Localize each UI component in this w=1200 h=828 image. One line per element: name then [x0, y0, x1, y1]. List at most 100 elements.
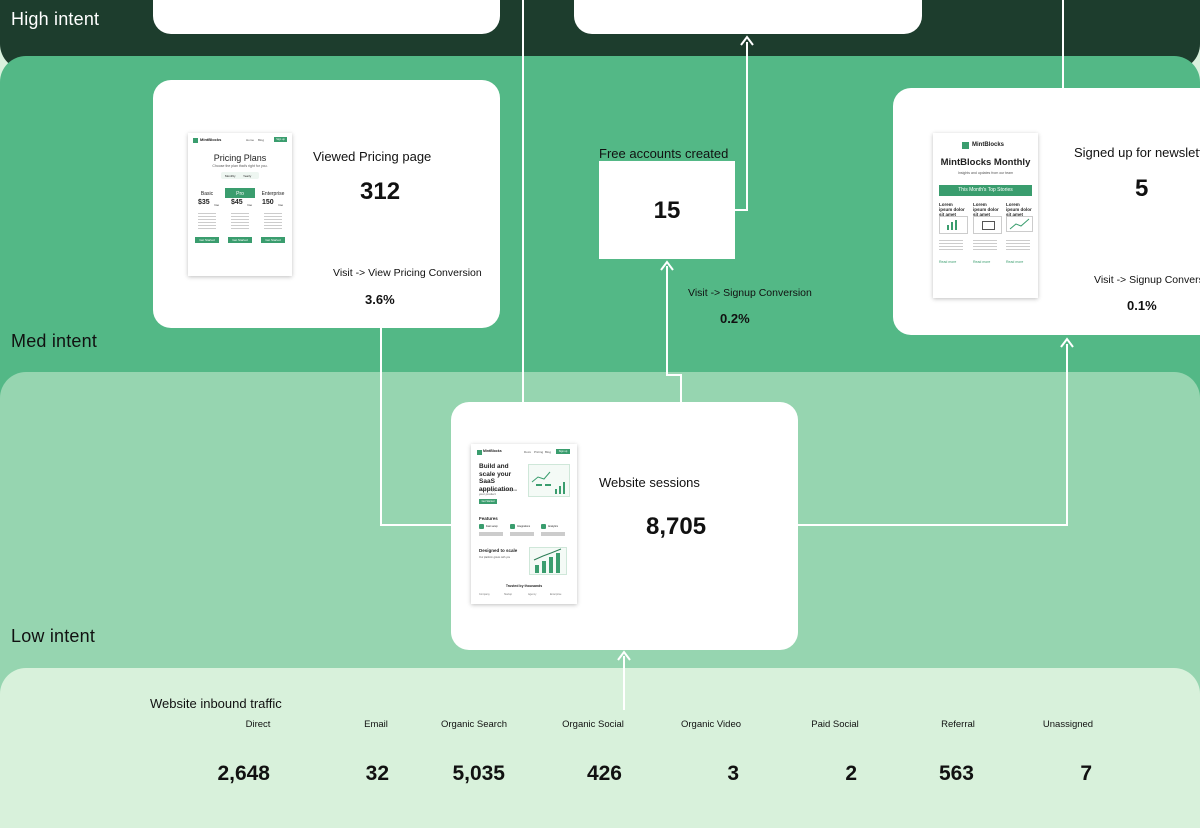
traffic-source-label: Paid Social [811, 719, 859, 730]
signup-card[interactable]: 15 [599, 161, 735, 259]
billing-toggle: Monthly Yearly [221, 172, 259, 179]
high-intent-card[interactable] [153, 0, 500, 34]
plan-price: $35 [198, 199, 210, 206]
connector-line [666, 374, 682, 376]
connector-line [380, 524, 452, 526]
nav-signup-button: Sign up [274, 137, 287, 142]
plan-unit: /mo [247, 203, 253, 207]
growth-chart-icon [529, 547, 567, 575]
toggle-yearly: Yearly [243, 173, 252, 178]
traffic-source-label: Unassigned [1042, 719, 1094, 730]
nav-link: Home [246, 138, 255, 142]
logo-icon [477, 450, 482, 455]
arrow-up-icon [617, 650, 631, 661]
traffic-title: Website inbound traffic [150, 696, 282, 711]
connector-line [1066, 344, 1068, 526]
newsletter-thumbnail: MintBlocks MintBlocks Monthly Insights a… [933, 133, 1038, 298]
conversion-value: 0.1% [1127, 298, 1157, 313]
logo-text: Enterprise [550, 593, 562, 596]
hero-title: Build and scale your SaaS application [479, 463, 514, 493]
pricing-page-thumbnail: MintBlocks Home Blog Sign up Pricing Pla… [188, 133, 292, 276]
traffic-source-label: Email [364, 719, 388, 730]
conversion-label: Visit -> Signup Conversion [688, 287, 812, 299]
traffic-source-value: 2,648 [217, 762, 270, 785]
sessions-card[interactable]: MintBlocks Docs Pricing Blog Sign up Bui… [451, 402, 798, 650]
hero-button: Get Started [479, 499, 497, 504]
arrow-up-icon [1060, 337, 1074, 348]
connector-line [666, 266, 668, 376]
video-icon [973, 216, 1002, 234]
homepage-thumbnail: MintBlocks Docs Pricing Blog Sign up Bui… [471, 444, 577, 604]
connector-line [735, 209, 748, 211]
newsletter-subtitle: Insights and updates from our team [957, 171, 1014, 175]
read-more-link: Read more [939, 260, 957, 264]
story-card: Lorem ipsum dolor sit amet Read more [939, 202, 968, 272]
features-title: Features [479, 516, 498, 521]
nav-signup-button: Sign up [556, 449, 570, 454]
feature-icon [510, 524, 515, 529]
logo-text: Company [479, 593, 490, 596]
newsletter-card[interactable]: MintBlocks MintBlocks Monthly Insights a… [893, 88, 1200, 335]
conversion-value: 0.2% [720, 311, 750, 326]
plan-name: Pro [236, 191, 244, 197]
connector-line [522, 0, 524, 404]
traffic-source-value: 7 [1080, 762, 1092, 785]
newsletter-banner: This Month's Top Stories [939, 185, 1032, 196]
logo-icon [193, 138, 198, 143]
plan-column: Basic $35 /mo Get Started [192, 185, 222, 247]
high-intent-card[interactable] [574, 0, 922, 34]
plan-name: Basic [200, 191, 214, 197]
plan-unit: /mo [278, 203, 284, 207]
newsletter-title: MintBlocks Monthly [940, 157, 1031, 168]
conversion-label: Visit -> Signup Conversion [1094, 274, 1200, 286]
brand-name: MintBlocks [483, 449, 502, 453]
pricing-subtitle: Choose the plan that's right for you. [212, 164, 268, 168]
plan-features [198, 211, 216, 231]
logo-text: Startup [504, 593, 513, 596]
trend-chart-icon [1006, 216, 1033, 232]
plan-features [231, 211, 249, 231]
traffic-source-label: Organic Video [680, 719, 742, 730]
connector-line [797, 524, 1067, 526]
feature-icon [479, 524, 484, 529]
traffic-source-value: 32 [365, 762, 389, 785]
metric-label: Viewed Pricing page [313, 149, 432, 164]
trusted-title: Trusted by thousands [505, 584, 543, 588]
arrow-up-icon [660, 260, 674, 271]
traffic-source-label: Referral [941, 719, 975, 730]
brand-name: MintBlocks [972, 142, 1005, 148]
traffic-source-value: 3 [727, 762, 739, 785]
plan-features [264, 211, 282, 231]
feature-icon [541, 524, 546, 529]
plan-price: 150 [262, 199, 274, 206]
feature-label: Fast setup [486, 525, 498, 528]
bar-chart-icon [939, 216, 968, 234]
nav-link: Pricing [534, 450, 544, 454]
traffic-source-label: Organic Search [440, 719, 507, 730]
pricing-title: Pricing Plans [213, 153, 267, 163]
story-card: Lorem ipsum dolor sit amet Read more [973, 202, 1002, 272]
nav-link: Blog [545, 450, 552, 454]
arrow-up-icon [740, 35, 754, 46]
get-started-button: Get Started [195, 237, 219, 243]
story-title: Lorem ipsum dolor sit amet [1006, 202, 1032, 217]
hero-subtitle: Everything you need to grow your product [479, 488, 518, 496]
conversion-label: Visit -> View Pricing Conversion [333, 267, 482, 279]
read-more-link: Read more [1006, 260, 1024, 264]
connector-line [746, 42, 748, 211]
get-started-button: Get Started [261, 237, 285, 243]
plan-column: Pro $45 /mo Get Started [225, 185, 255, 247]
plan-unit: /mo [214, 203, 220, 207]
pricing-card[interactable]: MintBlocks Home Blog Sign up Pricing Pla… [153, 80, 500, 328]
traffic-source-value: 5,035 [452, 762, 505, 785]
connector-line [680, 374, 682, 404]
plan-price: $45 [231, 199, 243, 206]
traffic-source-value: 563 [938, 762, 974, 785]
arrowheads [617, 35, 1074, 661]
story-card: Lorem ipsum dolor sit amet Read more [1006, 202, 1034, 272]
traffic-source-value: 2 [845, 762, 857, 785]
connector-line [623, 656, 625, 710]
read-more-link: Read more [973, 260, 991, 264]
metric-label: Signed up for newsletter [1074, 145, 1200, 160]
low-intent-label: Low intent [11, 626, 96, 646]
